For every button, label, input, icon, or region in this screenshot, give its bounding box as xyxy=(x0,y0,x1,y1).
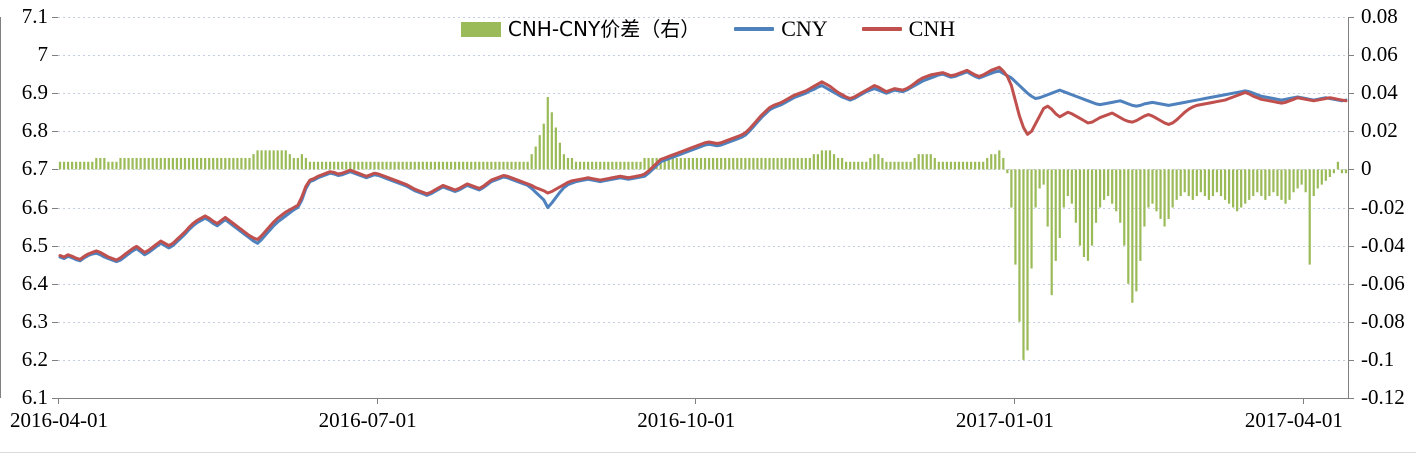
left-axis-tick-label: 6.8 xyxy=(21,118,48,143)
x-axis-tick-label: 2016-04-01 xyxy=(10,408,108,432)
x-axis-tick-label: 2017-01-01 xyxy=(955,408,1054,432)
left-axis-tick-label: 6.2 xyxy=(21,346,48,371)
left-axis-tick-label: 6.7 xyxy=(21,156,48,181)
x-axis-tick-label: 2016-10-01 xyxy=(637,408,736,432)
right-axis-tick-label: -0.08 xyxy=(1361,308,1405,333)
line-series-cnh xyxy=(58,65,1348,262)
right-axis-tick-label: -0.06 xyxy=(1361,270,1405,295)
left-axis-tick-label: 6.1 xyxy=(21,385,48,409)
left-axis-line xyxy=(0,17,1,398)
right-axis-tick-label: 0.06 xyxy=(1361,42,1398,67)
right-axis-tick-label: -0.12 xyxy=(1361,385,1405,409)
right-axis-tick-label: -0.04 xyxy=(1361,232,1405,257)
right-axis-tick-label: 0 xyxy=(1361,156,1372,181)
left-axis-tick-label: 6.9 xyxy=(21,80,48,105)
left-axis-tick-label: 6.5 xyxy=(21,232,48,257)
left-axis-tick-label: 6.6 xyxy=(21,194,48,219)
right-axis-tick-label: -0.02 xyxy=(1361,194,1405,219)
left-axis-tick-label: 7 xyxy=(37,42,49,67)
right-axis-tick-label: -0.1 xyxy=(1361,346,1395,371)
bar-series-cnh-cny-spread xyxy=(58,97,1348,360)
right-axis-line xyxy=(1348,17,1349,398)
x-axis-tick-label: 2017-04-01 xyxy=(1244,408,1343,432)
x-axis-tick-label: 2016-07-01 xyxy=(318,408,417,432)
right-axis-tick-label: 0.08 xyxy=(1361,4,1398,28)
right-axis-tick-label: 0.02 xyxy=(1361,118,1398,143)
footer-divider xyxy=(0,452,1416,453)
line-series-cny xyxy=(58,69,1348,264)
bottom-axis-line xyxy=(58,398,1349,399)
left-axis-tick-label: 6.3 xyxy=(21,308,48,333)
right-axis-tick-label: 0.04 xyxy=(1361,80,1398,105)
left-axis-tick-label: 6.4 xyxy=(21,270,48,295)
left-axis-tick-label: 7.1 xyxy=(21,4,48,28)
